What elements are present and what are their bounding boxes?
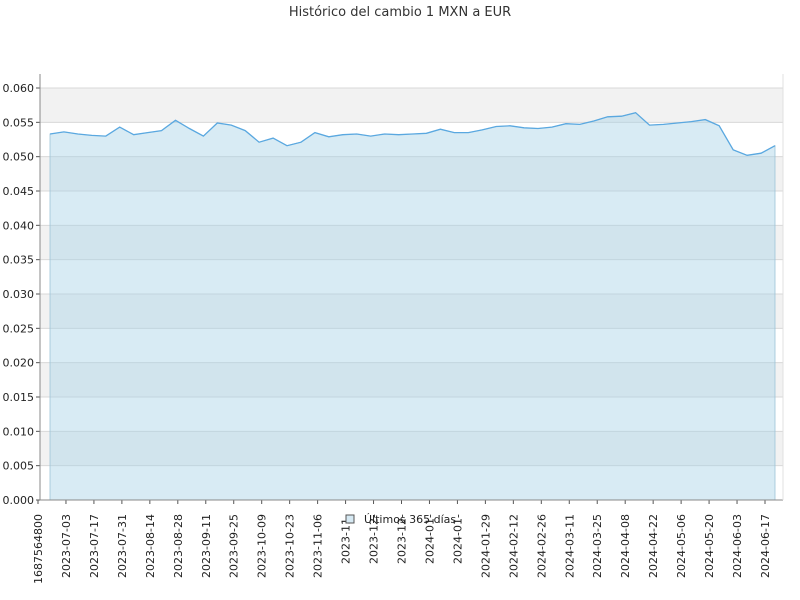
x-tick-label: 2023-10-23 <box>284 514 297 578</box>
x-tick-label: 2024-05-06 <box>675 514 688 578</box>
plot-band <box>40 156 783 191</box>
x-tick-label: 2023-12- <box>396 514 409 564</box>
y-tick-label: 0.025 <box>3 322 35 335</box>
y-tick-label: 0.030 <box>3 288 35 301</box>
x-tick-label: 2024-01-29 <box>479 514 492 578</box>
plot-band <box>40 225 783 260</box>
plot-band <box>40 88 783 123</box>
x-tick-label: 2023-12- <box>368 514 381 564</box>
y-tick-label: 0.055 <box>3 116 35 129</box>
y-tick-label: 0.005 <box>3 460 35 473</box>
x-tick-label: 2023-09-25 <box>228 514 241 578</box>
x-tick-label: 2023-11- <box>340 514 353 564</box>
y-tick-label: 0.045 <box>3 185 35 198</box>
x-tick-label: 2023-09-11 <box>200 514 213 578</box>
y-tick-label: 0.060 <box>3 82 35 95</box>
legend-swatch[interactable] <box>345 514 355 524</box>
legend[interactable]: Últimos 365 días <box>345 513 456 526</box>
x-tick-label: 2024-03-11 <box>563 514 576 578</box>
x-tick-label: 2024-06-03 <box>731 514 744 578</box>
x-tick-label: 2024-03-25 <box>591 514 604 578</box>
y-tick-label: 0.010 <box>3 425 35 438</box>
x-tick-label: 2023-10-09 <box>256 514 269 578</box>
chart-title: Histórico del cambio 1 MXN a EUR <box>289 5 511 20</box>
y-tick-label: 0.020 <box>3 357 35 370</box>
x-tick-label: 2023-11-06 <box>312 514 325 578</box>
x-tick-label: 2023-07-17 <box>88 514 101 578</box>
x-tick-label: 2024-02-26 <box>535 514 548 578</box>
y-tick-label: 0.040 <box>3 219 35 232</box>
y-tick-label: 0.035 <box>3 254 35 267</box>
plot-background-bands <box>40 74 783 466</box>
plot-top-margin <box>40 74 783 88</box>
plot-band <box>40 294 783 329</box>
x-tick-label: 2023-07-31 <box>116 514 129 578</box>
x-axis-tick-labels: 1687564800 2023-07-03 2023-07-17 2023-07-31… <box>32 500 772 584</box>
x-tick-label: 2023-07-03 <box>60 514 73 578</box>
y-tick-label: 0.015 <box>3 391 35 404</box>
x-tick-label: 2024-01- <box>451 514 464 564</box>
x-tick-label: 2024-02-12 <box>507 514 520 578</box>
x-tick-label: 2023-08-14 <box>144 514 157 578</box>
x-tick-label: 2024-04-08 <box>619 514 632 578</box>
x-tick-label: 2024-06-17 <box>759 514 772 578</box>
y-tick-label: 0.000 <box>3 494 35 507</box>
x-tick-label: 2023-08-28 <box>172 514 185 578</box>
y-axis-tick-labels: 0.000 0.005 0.010 0.015 0.020 0.025 0.030 0.035… <box>3 82 40 507</box>
x-tick-label: 2024-04-22 <box>647 514 660 578</box>
legend-label[interactable]: Últimos 365 días <box>364 513 456 526</box>
x-tick-label: 2024-01- <box>423 514 436 564</box>
plot-band <box>40 431 783 466</box>
y-tick-label: 0.050 <box>3 151 35 164</box>
x-tick-label: 1687564800 <box>32 514 45 584</box>
series-area-fill <box>49 112 776 501</box>
plot-band <box>40 362 783 397</box>
x-tick-label: 2024-05-20 <box>703 514 716 578</box>
series-line <box>49 111 776 156</box>
axes <box>39 74 784 501</box>
